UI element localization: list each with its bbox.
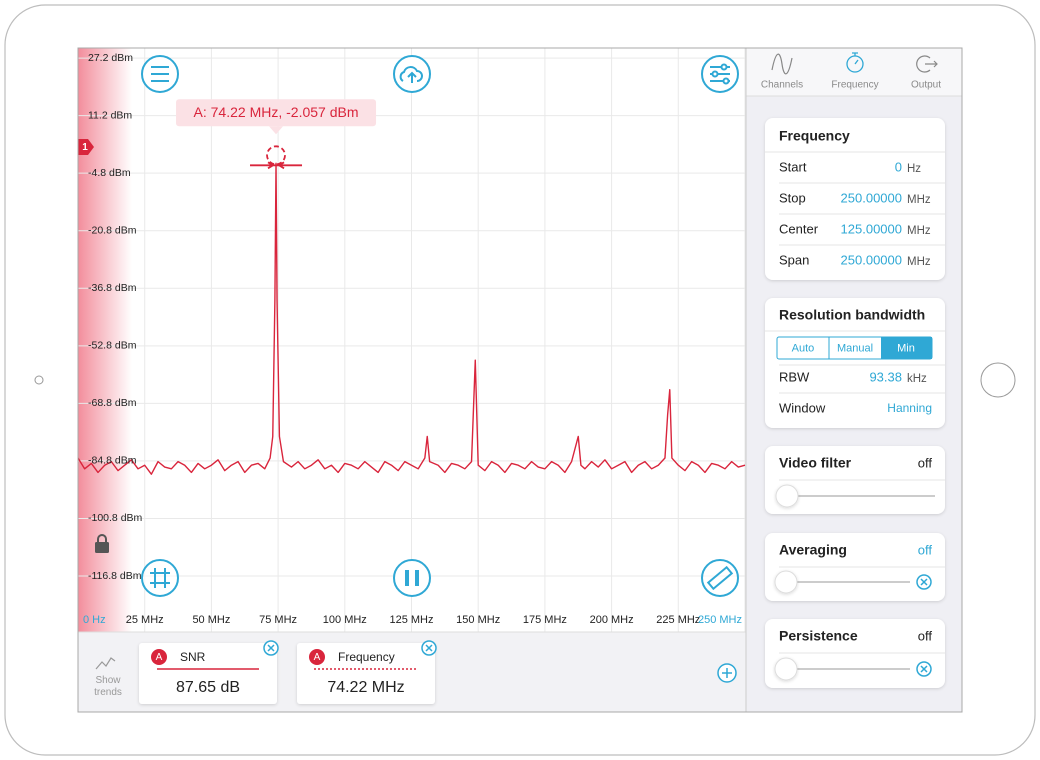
settings-button[interactable] (701, 55, 739, 93)
x-tick-label: 150 MHz (456, 614, 500, 626)
frequency-icon[interactable] (846, 52, 864, 73)
tab[interactable]: Channels (761, 80, 803, 91)
clear-button[interactable] (916, 574, 932, 590)
measurement-name: SNR (180, 650, 206, 664)
state[interactable]: off (918, 455, 933, 470)
segment[interactable]: Manual (837, 342, 873, 354)
row-label: Stop (779, 190, 806, 205)
trace-group (78, 162, 746, 475)
y-tick-label: 27.2 dBm (88, 52, 133, 64)
y-tick-label: -84.8 dBm (88, 455, 137, 467)
measurement-value: 87.65 dB (176, 679, 240, 696)
row-label: Start (779, 159, 807, 174)
add-measurement[interactable] (717, 663, 737, 683)
camera (34, 375, 44, 385)
row-unit: Hz (907, 163, 921, 175)
channels-icon[interactable] (771, 53, 793, 75)
tooltip-pointer (269, 126, 284, 135)
x-tick-label: 125 MHz (389, 614, 433, 626)
y-tick-label: -68.8 dBm (88, 397, 137, 409)
screen-border (77, 47, 963, 713)
ruler-button[interactable] (701, 559, 739, 597)
slider-knob[interactable] (775, 484, 799, 508)
badge-label: 1 (82, 142, 88, 153)
slider-knob[interactable] (774, 570, 798, 594)
measurement-name: Frequency (338, 650, 395, 664)
x-tick-label: 75 MHz (259, 614, 297, 626)
segment-selected (881, 337, 932, 359)
x-tick-label: 175 MHz (523, 614, 567, 626)
card-title: Averaging (779, 542, 847, 558)
trends-icon[interactable] (95, 657, 116, 670)
card-title: Persistence (779, 628, 858, 644)
segment[interactable]: Min (897, 342, 915, 354)
reference-badge (78, 139, 94, 155)
lock-icon[interactable] (95, 534, 109, 553)
y-tick-label: -36.8 dBm (88, 282, 137, 294)
y-tick-label: -100.8 dBm (88, 512, 143, 524)
row-value[interactable]: 250.00000 (841, 252, 902, 267)
x-tick-label: 50 MHz (192, 614, 230, 626)
spectrum-trace (78, 162, 746, 475)
slider-knob[interactable] (774, 657, 798, 681)
card-title: Resolution bandwidth (779, 307, 925, 323)
row-value[interactable]: Hanning (887, 401, 932, 415)
row-label: Span (779, 252, 809, 267)
frequency-card (765, 118, 945, 280)
upload-button[interactable] (393, 55, 431, 93)
measurement-card[interactable]: A Frequency 74.22 MHz (297, 640, 437, 704)
row-unit: MHz (907, 225, 931, 237)
y-tick-label: -116.8 dBm (88, 570, 142, 582)
tooltip-box (176, 99, 377, 127)
row-unit: MHz (907, 256, 931, 268)
show-trends[interactable]: Show trends (94, 675, 122, 698)
tooltip-text: A: 74.22 MHz, -2.057 dBm (194, 104, 359, 120)
marker-bar (250, 161, 303, 170)
marker-tooltip: A: 74.22 MHz, -2.057 dBm (176, 99, 377, 135)
x-tick-label: 225 MHz (656, 614, 700, 626)
output-icon[interactable] (916, 55, 938, 73)
card-title: Frequency (779, 128, 850, 144)
tick-labels: 27.2 dBm 11.2 dBm -4.8 dBm -20.8 dBm -36.8 d… (83, 52, 742, 626)
y-tick-label: -52.8 dBm (88, 340, 137, 352)
y-tick-label: -20.8 dBm (88, 224, 137, 236)
grid-button[interactable] (141, 559, 179, 597)
x-tick-label: 0 Hz (83, 614, 106, 626)
clear-button[interactable] (916, 661, 932, 677)
state[interactable]: off (918, 542, 933, 557)
tab[interactable]: Output (911, 80, 941, 91)
row-value[interactable]: 0 (895, 159, 902, 174)
y-tick-label: -4.8 dBm (88, 167, 131, 179)
row-label: RBW (779, 369, 810, 384)
marker (250, 145, 303, 170)
channel-badge: A (314, 652, 321, 663)
menu-button[interactable] (141, 55, 179, 93)
row-label: Center (779, 221, 819, 236)
row-value[interactable]: 250.00000 (841, 190, 902, 205)
segment[interactable]: Auto (792, 342, 815, 354)
row-unit: MHz (907, 194, 931, 206)
row-value[interactable]: 93.38 (869, 369, 902, 384)
measurement-value: 74.22 MHz (327, 679, 404, 696)
measurement-card[interactable]: A SNR 87.65 dB (139, 640, 279, 704)
card-title: Video filter (779, 455, 852, 471)
tab[interactable]: Frequency (831, 80, 878, 91)
row-unit: kHz (907, 373, 927, 385)
x-tick-label: 250 MHz (698, 614, 742, 626)
x-tick-label: 100 MHz (323, 614, 367, 626)
channel-badge: A (156, 652, 163, 663)
row-label: Window (779, 400, 826, 415)
x-tick-label: 25 MHz (126, 614, 164, 626)
row-value[interactable]: 125.00000 (841, 221, 902, 236)
x-tick-label: 200 MHz (590, 614, 634, 626)
state[interactable]: off (918, 628, 933, 643)
home-button[interactable] (980, 362, 1016, 398)
marker-ring (266, 145, 286, 166)
pause-button[interactable] (393, 559, 431, 597)
y-tick-label: 11.2 dBm (88, 109, 132, 121)
